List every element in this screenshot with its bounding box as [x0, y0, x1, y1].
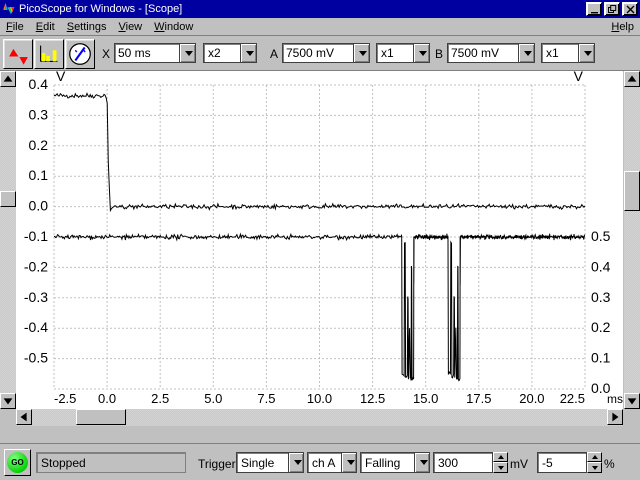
svg-text:0.2: 0.2	[29, 137, 49, 153]
svg-text:ms: ms	[607, 392, 623, 406]
svg-text:-0.5: -0.5	[24, 350, 48, 366]
svg-text:-0.3: -0.3	[24, 289, 48, 305]
svg-text:2.5: 2.5	[151, 391, 169, 406]
svg-text:-2.5: -2.5	[54, 391, 76, 406]
svg-text:-0.1: -0.1	[24, 228, 48, 244]
svg-text:-0.4: -0.4	[24, 319, 48, 335]
svg-text:V: V	[574, 71, 584, 84]
svg-text:20.0: 20.0	[519, 391, 544, 406]
svg-text:7.5: 7.5	[257, 391, 275, 406]
svg-text:0.5: 0.5	[591, 228, 611, 244]
svg-text:0.0: 0.0	[29, 198, 49, 214]
svg-text:10.0: 10.0	[307, 391, 332, 406]
svg-text:0.1: 0.1	[29, 167, 49, 183]
svg-text:0.4: 0.4	[591, 258, 611, 274]
svg-text:0.1: 0.1	[591, 350, 611, 366]
svg-text:0.3: 0.3	[591, 289, 611, 305]
svg-text:0.0: 0.0	[98, 391, 116, 406]
svg-text:15.0: 15.0	[413, 391, 438, 406]
svg-text:V: V	[56, 71, 66, 84]
svg-text:-0.2: -0.2	[24, 258, 48, 274]
svg-text:22.5: 22.5	[560, 391, 585, 406]
svg-text:0.3: 0.3	[29, 106, 49, 122]
svg-text:17.5: 17.5	[466, 391, 491, 406]
svg-text:12.5: 12.5	[360, 391, 385, 406]
svg-text:0.2: 0.2	[591, 319, 611, 335]
svg-text:0.4: 0.4	[29, 76, 49, 92]
svg-text:5.0: 5.0	[204, 391, 222, 406]
